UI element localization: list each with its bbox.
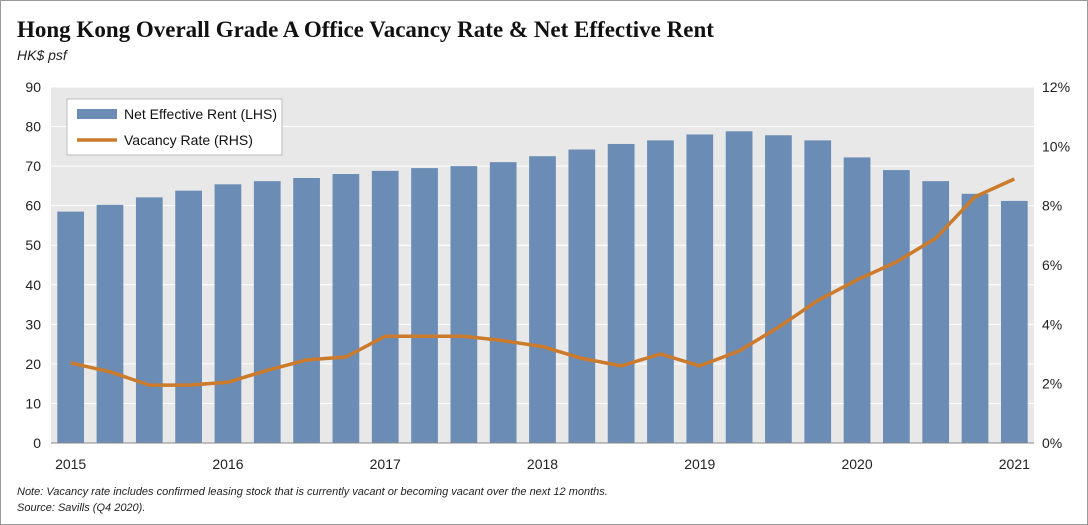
footnote: Note: Vacancy rate includes confirmed le…	[17, 486, 608, 498]
x-axis-ticks: 2015 2016 2017 2018 2019 2020 2021	[55, 456, 1030, 471]
x-tick-label: 2018	[527, 456, 558, 471]
legend-label-rent: Net Effective Rent (LHS)	[124, 106, 277, 122]
x-tick-label: 2015	[55, 456, 86, 471]
x-tick-label: 2017	[370, 456, 401, 471]
legend-box	[66, 98, 283, 156]
rent-bar	[489, 162, 517, 443]
rent-bar	[57, 211, 85, 443]
chart-subtitle: HK$ psf	[17, 47, 67, 63]
rent-bar	[922, 181, 950, 444]
left-tick-label: 60	[25, 198, 41, 214]
rent-bar	[804, 140, 832, 443]
left-tick-label: 30	[25, 316, 41, 332]
right-tick-label: 12%	[1042, 79, 1070, 95]
legend-bar-swatch	[77, 109, 117, 119]
rent-bar	[843, 157, 871, 444]
rent-bar	[332, 174, 360, 443]
left-tick-label: 20	[25, 356, 41, 372]
rent-bar	[175, 190, 202, 443]
rent-bar	[1000, 200, 1028, 443]
rent-bar	[214, 184, 242, 443]
rent-bar	[568, 149, 596, 443]
x-tick-label: 2021	[999, 456, 1030, 471]
right-tick-label: 2%	[1042, 376, 1062, 392]
left-tick-label: 50	[25, 237, 41, 253]
rent-bar	[529, 156, 556, 443]
right-tick-label: 8%	[1042, 198, 1062, 214]
combo-chart: 0 10 20 30 40 50 60 70 80 90 0% 2% 4% 6% 8% 10% 12% 201…	[25, 79, 1070, 471]
x-tick-label: 2016	[212, 456, 243, 471]
left-tick-label: 80	[25, 119, 41, 135]
right-tick-label: 0%	[1042, 435, 1062, 451]
chart-title: Hong Kong Overall Grade A Office Vacancy…	[17, 17, 714, 42]
left-tick-label: 70	[25, 158, 41, 174]
rent-bar	[135, 197, 163, 443]
x-tick-label: 2020	[841, 456, 872, 471]
rent-bar	[765, 135, 792, 443]
rent-bar	[686, 134, 714, 443]
rent-bar	[96, 204, 124, 443]
rent-bar	[293, 177, 320, 443]
right-tick-label: 10%	[1042, 138, 1070, 154]
left-tick-label: 0	[33, 435, 41, 451]
right-axis-ticks: 0% 2% 4% 6% 8% 10% 12%	[1042, 79, 1070, 451]
vacancy-rate-line	[70, 177, 1016, 387]
rent-bar	[883, 170, 910, 444]
right-tick-label: 6%	[1042, 257, 1062, 273]
left-tick-label: 40	[25, 277, 41, 293]
rent-bar	[961, 193, 989, 443]
left-tick-label: 90	[25, 79, 41, 95]
rent-bar	[647, 140, 674, 443]
right-tick-label: 4%	[1042, 316, 1062, 332]
rent-bar	[371, 170, 399, 443]
legend: Net Effective Rent (LHS) Vacancy Rate (R…	[66, 98, 283, 156]
left-axis-ticks: 0 10 20 30 40 50 60 70 80 90	[25, 79, 41, 451]
source-note: Source: Savills (Q4 2020).	[17, 502, 146, 514]
x-tick-label: 2019	[684, 456, 715, 471]
rent-bars	[57, 131, 1028, 444]
rent-bar	[253, 181, 281, 444]
rent-bar	[411, 168, 438, 444]
legend-label-vacancy: Vacancy Rate (RHS)	[124, 132, 253, 148]
rent-bar	[607, 143, 635, 443]
left-tick-label: 10	[25, 395, 41, 411]
rent-bar	[450, 166, 478, 443]
rent-bar	[725, 131, 753, 443]
